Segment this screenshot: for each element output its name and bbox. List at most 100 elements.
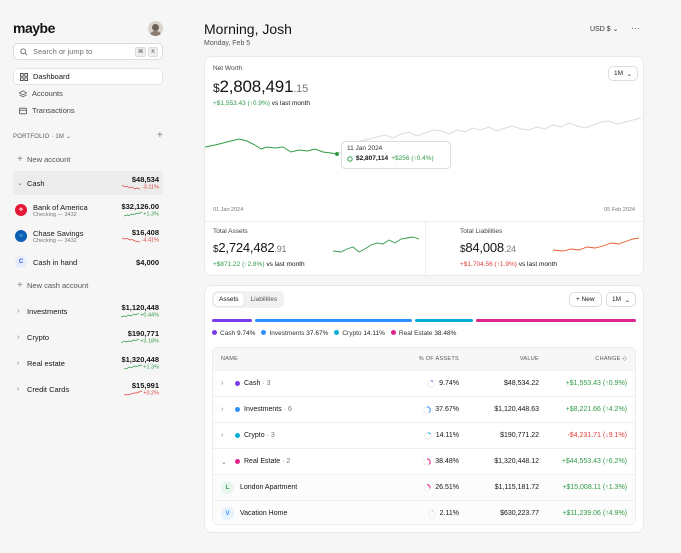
category-dot xyxy=(235,433,240,438)
legend-pct: 14.11% xyxy=(363,330,385,337)
table-sub-row[interactable]: L London Apartment 26.51% $1,115,181.72 +$15… xyxy=(213,474,635,500)
row-value: $630,223.77 xyxy=(500,510,539,517)
legend-name: Crypto xyxy=(342,330,362,337)
table-row[interactable]: › Cash · 3 9.74% $48,534.22 +$1,553.43 (↑0.9… xyxy=(213,370,635,396)
table-body: › Cash · 3 9.74% $48,534.22 +$1,553.43 (↑0.9… xyxy=(213,370,635,524)
assets-decimal: .91 xyxy=(274,244,287,254)
col-change[interactable]: CHANGE ◇ xyxy=(595,356,627,362)
more-icon[interactable]: ··· xyxy=(631,23,640,33)
total-liabilities-label: Total Liabilities xyxy=(460,228,503,235)
row-change: +$11,239.06 (↑4.9%) xyxy=(562,510,627,517)
new-asset-button[interactable]: + New xyxy=(569,292,602,307)
nav-transactions-label: Transactions xyxy=(32,106,75,115)
nav-dashboard[interactable]: Dashboard xyxy=(13,68,163,85)
app-logo[interactable]: maybe xyxy=(13,20,55,36)
group-value: $190,771 +3.18% xyxy=(120,329,163,345)
net-worth-label: Net Worth xyxy=(213,65,243,72)
row-pct: 26.51% xyxy=(389,483,459,492)
table-sub-row[interactable]: V Vacation Home 2.11% $630,223.77 +$11,239.0… xyxy=(213,500,635,524)
group-change: -3.11% xyxy=(122,184,159,191)
sidebar-group-credit-cards[interactable]: › Credit Cards $15,991 +0.2% xyxy=(13,379,163,399)
row-name: › Cash · 3 xyxy=(213,380,389,387)
account-name: Cash in hand xyxy=(33,257,78,267)
liabilities-decimal: .24 xyxy=(503,244,516,254)
search-input[interactable]: Search or jump to ⌘ K xyxy=(13,43,163,60)
net-worth-whole: 2,808,491 xyxy=(219,77,294,96)
new-account-button[interactable]: + New account xyxy=(13,153,163,165)
account-chase-savings[interactable]: ○ Chase Savings Checking — 3432 $16,408 … xyxy=(13,226,163,246)
pct-value: 26.51% xyxy=(435,484,459,491)
chevron-down-icon: ⌄ xyxy=(626,70,633,78)
sidebar-group-crypto[interactable]: › Crypto $190,771 +3.18% xyxy=(13,327,163,347)
sidebar: maybe Search or jump to ⌘ K Dashboard Ac… xyxy=(0,0,172,553)
group-name: Investments xyxy=(27,306,68,316)
nav-transactions[interactable]: Transactions xyxy=(13,102,163,119)
legend-investments: Investments 37.67% xyxy=(261,330,328,337)
group-value: $48,534 -3.11% xyxy=(122,175,163,191)
allocation-tabs: Assets Liabilities xyxy=(212,291,285,308)
chevron-icon[interactable]: ⌄ xyxy=(221,458,227,466)
add-icon[interactable]: + xyxy=(156,130,163,141)
assets-whole: 2,724,482 xyxy=(218,240,275,255)
account-bank-of-america[interactable]: ⟡ Bank of America Checking — 3432 $32,12… xyxy=(13,200,163,220)
tab-assets[interactable]: Assets xyxy=(214,293,244,306)
legend-dot xyxy=(212,330,217,335)
nav-accounts[interactable]: Accounts xyxy=(13,85,163,102)
kbd-cmd: ⌘ xyxy=(134,47,147,57)
axis-end-label: 05 Feb 2024 xyxy=(604,207,635,213)
chevron-icon[interactable]: › xyxy=(221,406,224,413)
shortcut-hint: ⌘ K xyxy=(134,47,158,57)
sidebar-group-real-estate[interactable]: › Real estate $1,320,448 +1.3% xyxy=(13,353,163,373)
sidebar-group-cash[interactable]: ⌄ Cash $48,534 -3.11% xyxy=(13,171,163,195)
row-pct: 9.74% xyxy=(389,379,459,388)
period-select[interactable]: 1M ⌄ xyxy=(608,66,639,81)
chart-tooltip: 11 Jan 2024 $2,807,114 +$256 (↑0.4%) xyxy=(341,141,451,169)
alloc-period-select[interactable]: 1M ⌄ xyxy=(606,292,637,307)
change-suffix: vs last month xyxy=(271,100,311,107)
sparkline-icon xyxy=(122,237,141,243)
tab-liabilities[interactable]: Liabilities xyxy=(250,296,278,303)
currency-label: USD $ xyxy=(590,26,611,33)
table-row[interactable]: › Crypto · 3 14.11% $190,771.22 -$4,231.71 (… xyxy=(213,422,635,448)
legend-name: Real Estate xyxy=(398,330,433,337)
chevron-right-icon: › xyxy=(17,333,20,341)
net-worth-value: $2,808,491.15 xyxy=(213,77,308,97)
legend-dot xyxy=(334,330,340,335)
table-row[interactable]: › Investments · 6 37.67% $1,120,448.63 +$8,2… xyxy=(213,396,635,422)
property-icon: L xyxy=(221,481,234,494)
legend-cash: Cash 9.74% xyxy=(212,330,255,337)
net-worth-decimal: .15 xyxy=(293,83,309,95)
sparkline-icon xyxy=(123,211,142,217)
allocation-segment-investments xyxy=(255,319,412,322)
row-value: $190,771.22 xyxy=(500,432,539,439)
account-cash-in-hand[interactable]: C Cash in hand $4,000 xyxy=(13,256,163,268)
change-suffix: vs last month xyxy=(266,261,305,268)
chevron-icon[interactable]: › xyxy=(221,432,224,439)
account-value: $16,408 -4.41% xyxy=(122,228,163,244)
group-change: +3.18% xyxy=(120,338,159,345)
chevron-right-icon: › xyxy=(17,359,20,367)
chevron-icon[interactable]: › xyxy=(221,380,224,387)
col-name: NAME xyxy=(221,356,239,362)
pct-value: 9.74% xyxy=(439,380,459,387)
currency-selector[interactable]: USD $ ⌄ xyxy=(590,25,618,33)
row-name: ⌄ Real Estate · 2 xyxy=(213,458,389,466)
progress-ring-icon xyxy=(427,509,436,518)
sparkline-icon xyxy=(123,390,142,396)
sidebar-group-investments[interactable]: › Investments $1,120,448 +0.44% xyxy=(13,301,163,321)
user-avatar[interactable] xyxy=(148,21,163,36)
category-name: Investments xyxy=(244,406,282,413)
row-name: › Investments · 6 xyxy=(213,406,389,413)
layers-icon xyxy=(19,89,27,97)
table-row[interactable]: ⌄ Real Estate · 2 38.48% $1,320,448.12 +$44,… xyxy=(213,448,635,474)
category-dot xyxy=(235,459,240,464)
group-change-value: +3.18% xyxy=(140,338,159,345)
group-change-value: -3.11% xyxy=(141,184,159,191)
currency-sign: $ xyxy=(460,244,466,255)
group-name: Crypto xyxy=(27,332,50,342)
portfolio-selector[interactable]: PORTFOLIO · 1M ⌄ xyxy=(13,134,72,140)
category-dot xyxy=(235,407,240,412)
category-dot xyxy=(235,381,240,386)
new-cash-account-button[interactable]: + New cash account xyxy=(13,279,163,291)
group-name: Credit Cards xyxy=(27,384,70,394)
